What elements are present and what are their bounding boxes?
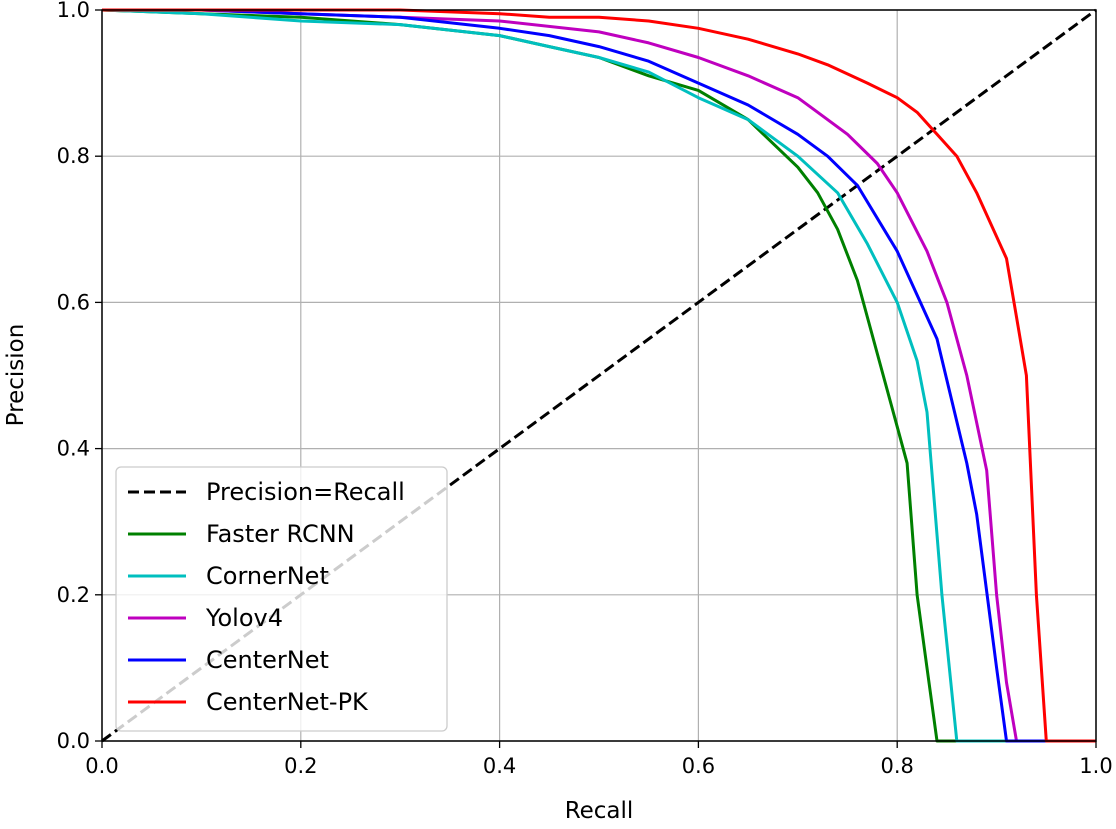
legend-label: CenterNet-PK xyxy=(206,688,369,716)
series-line-yolov4 xyxy=(102,8,1096,743)
x-axis-label: Recall xyxy=(565,798,634,824)
y-tick-label: 0.2 xyxy=(57,583,90,607)
y-tick-label: 1.0 xyxy=(57,0,90,22)
legend: Precision=Recall Faster RCNN CornerNet Yolo… xyxy=(115,466,448,732)
y-axis-label: Precision xyxy=(3,324,29,427)
y-tick-label: 0.6 xyxy=(57,290,90,314)
series-line-centernet-pk xyxy=(102,8,1096,743)
y-tick-label: 0.4 xyxy=(57,437,90,461)
x-tick-label: 1.0 xyxy=(1079,754,1112,778)
x-tick-label: 0.2 xyxy=(284,754,317,778)
legend-label: CornerNet xyxy=(206,562,329,590)
y-tick-label: 0.0 xyxy=(57,729,90,753)
legend-label: Precision=Recall xyxy=(206,478,405,506)
x-tick-label: 0.4 xyxy=(483,754,516,778)
axis-ticks: 0.0 0.2 0.4 0.6 0.8 1.0 0.0 0.2 0.4 0.6 0.8 1.0 xyxy=(57,0,1113,778)
series-line-precision-recall xyxy=(101,8,1097,743)
x-tick-label: 0.0 xyxy=(85,754,118,778)
legend-box xyxy=(115,466,448,732)
legend-label: Faster RCNN xyxy=(206,520,355,548)
legend-label: Yolov4 xyxy=(205,604,283,632)
series-line-centernet xyxy=(102,8,1096,743)
legend-label: CenterNet xyxy=(206,646,329,674)
plot-area xyxy=(101,8,1097,743)
y-tick-label: 0.8 xyxy=(57,144,90,168)
series-line-cornernet xyxy=(101,8,1096,743)
plot-frame xyxy=(101,9,1097,742)
x-tick-label: 0.6 xyxy=(682,754,715,778)
x-tick-label: 0.8 xyxy=(880,754,913,778)
